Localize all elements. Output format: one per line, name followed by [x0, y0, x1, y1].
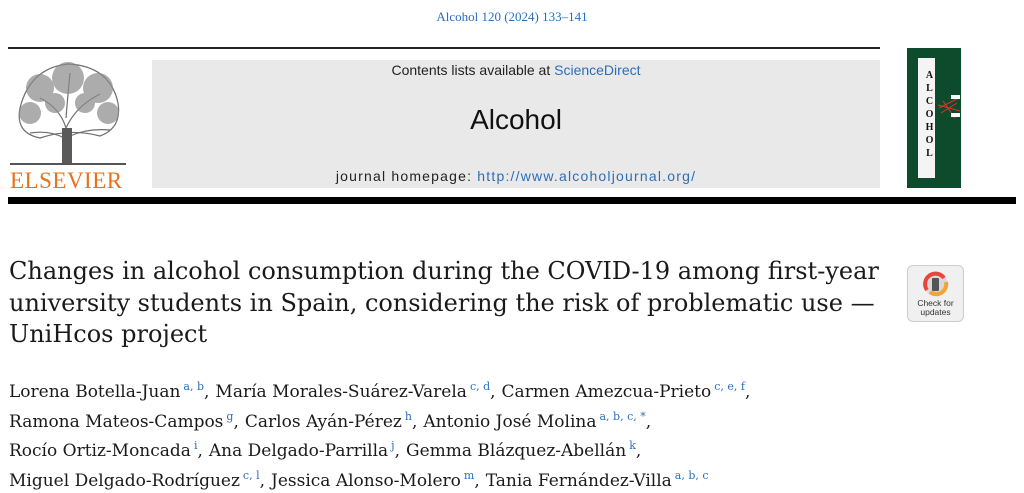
- article-title: Changes in alcohol consumption during th…: [9, 256, 889, 351]
- author-affiliations[interactable]: k: [629, 439, 636, 452]
- author-affiliations[interactable]: m: [464, 469, 474, 482]
- page: {"header": {"citation": "Alcohol 120 (20…: [0, 0, 1024, 481]
- homepage-label: journal homepage:: [336, 168, 477, 184]
- journal-name: Alcohol: [152, 104, 880, 136]
- author-affiliations[interactable]: g: [226, 410, 233, 423]
- author-line: Ramona Mateos-CamposgCarlos Ayán-PérezhA…: [9, 405, 909, 435]
- author-affiliations[interactable]: c, l: [243, 469, 260, 482]
- rule: [8, 47, 880, 49]
- author-affiliations[interactable]: a, b, c, *: [600, 410, 646, 423]
- cover-title: ALCOHOL: [918, 70, 935, 161]
- author-name[interactable]: Gemma Blázquez-Abellán: [406, 441, 626, 461]
- author-name[interactable]: Ramona Mateos-Campos: [9, 412, 223, 432]
- author-affiliations[interactable]: j: [391, 439, 394, 452]
- author-affiliations[interactable]: a, b: [183, 380, 204, 393]
- elsevier-logo: [10, 58, 126, 168]
- author-name[interactable]: Carlos Ayán-Pérez: [245, 412, 402, 432]
- homepage-line: journal homepage: http://www.alcoholjour…: [152, 168, 880, 184]
- author-name[interactable]: Antonio José Molina: [423, 412, 596, 432]
- homepage-url[interactable]: http://www.alcoholjournal.org/: [477, 168, 696, 184]
- author-name[interactable]: Ana Delgado-Parrilla: [209, 441, 388, 461]
- author-name[interactable]: María Morales-Suárez-Varela: [215, 382, 467, 402]
- rule-thick: [8, 197, 1016, 204]
- journal-cover[interactable]: ALCOHOL: [907, 48, 961, 188]
- contents-prefix: Contents lists available at: [391, 62, 554, 78]
- badge-text: Check for updates: [908, 299, 963, 317]
- badge-icon: [922, 270, 949, 298]
- masthead: Contents lists available at ScienceDirec…: [152, 60, 880, 188]
- cover-art: [937, 93, 961, 123]
- author-name[interactable]: Rocío Ortiz-Moncada: [9, 441, 191, 461]
- author-affiliations[interactable]: i: [194, 439, 198, 452]
- author: Antonio José Molina a, b, c, *: [423, 412, 651, 432]
- author-name[interactable]: Lorena Botella-Juan: [9, 382, 180, 402]
- author-affiliations[interactable]: h: [405, 410, 412, 423]
- publisher: ELSEVIER: [10, 168, 123, 194]
- author-affiliations[interactable]: c, d: [470, 380, 490, 393]
- author-affiliations[interactable]: a, b, c: [675, 469, 709, 482]
- author-affiliations[interactable]: c, e, f: [714, 380, 745, 393]
- check-updates-badge[interactable]: Check for updates: [907, 265, 964, 322]
- author-name[interactable]: Carmen Amezcua-Prieto: [502, 382, 712, 402]
- citation[interactable]: Alcohol 120 (2024) 133–141: [0, 9, 1024, 25]
- sciencedirect-link[interactable]: ScienceDirect: [554, 62, 640, 78]
- contents-line: Contents lists available at ScienceDirec…: [152, 62, 880, 78]
